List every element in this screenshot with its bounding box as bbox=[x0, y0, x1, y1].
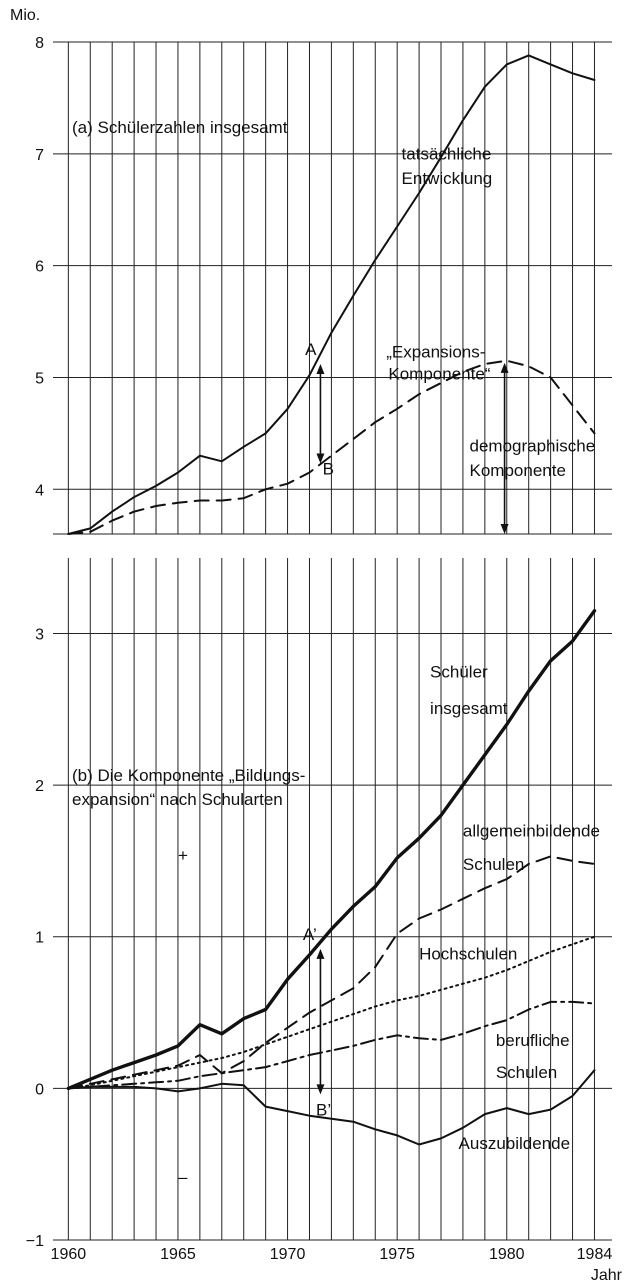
series-line-a-1 bbox=[67, 359, 596, 535]
x-tick-label: 1960 bbox=[51, 1246, 87, 1263]
annotation: demographische bbox=[470, 436, 596, 455]
series-line-b-1 bbox=[67, 855, 596, 1090]
annotation: A’ bbox=[303, 925, 317, 944]
panel-title: (a) Schülerzahlen insgesamt bbox=[72, 118, 288, 137]
panel-title: (b) Die Komponente „Bildungs- bbox=[72, 766, 305, 785]
arrow-demographic-head-down bbox=[500, 524, 509, 534]
arrow-demographic-head-up bbox=[500, 362, 509, 373]
annotation: B bbox=[323, 460, 334, 479]
annotation: allgemeinbildende bbox=[463, 822, 600, 841]
arrows bbox=[316, 362, 509, 1095]
grid bbox=[53, 41, 612, 1241]
series-line-b-0 bbox=[66, 609, 597, 1091]
annotation: Schulen bbox=[463, 855, 524, 874]
unit-label-top: Mio. bbox=[10, 7, 40, 24]
y-tick-label: 2 bbox=[35, 778, 44, 795]
annotation: + bbox=[178, 846, 188, 865]
series-line-a-0 bbox=[67, 54, 596, 535]
series-lines bbox=[66, 54, 597, 1146]
y-tick-label: 3 bbox=[35, 626, 44, 643]
y-tick-label: 7 bbox=[35, 147, 44, 164]
y-tick-label: 5 bbox=[35, 370, 44, 387]
y-tick-label: 1 bbox=[35, 930, 44, 947]
annotation: – bbox=[178, 1167, 188, 1186]
x-tick-label: 1975 bbox=[379, 1246, 415, 1263]
unit-label-bottom: Jahr bbox=[591, 1267, 623, 1284]
annotation: Schüler bbox=[430, 662, 488, 681]
annotation: insgesamt bbox=[430, 699, 508, 718]
annotation: berufliche bbox=[496, 1031, 570, 1050]
arrow-expansion-b-head-up bbox=[316, 948, 325, 959]
x-tick-label: 1984 bbox=[577, 1246, 613, 1263]
y-tick-label: 6 bbox=[35, 259, 44, 276]
labels: 4 5 6 7 8 (a) Schülerzahlen insgesamt tatsächl… bbox=[10, 7, 623, 1284]
annotation: B’ bbox=[316, 1101, 331, 1120]
y-tick-label: −1 bbox=[26, 1233, 44, 1250]
annotation: Komponente“ bbox=[388, 365, 490, 384]
arrow-expansion-head-down bbox=[316, 453, 325, 464]
series-line-b-3 bbox=[67, 1000, 596, 1090]
annotation: Komponente bbox=[470, 461, 566, 480]
arrow-expansion-head-up bbox=[316, 364, 325, 375]
y-tick-label: 0 bbox=[35, 1081, 44, 1098]
x-tick-label: 1980 bbox=[489, 1246, 525, 1263]
x-tick-label: 1970 bbox=[270, 1246, 306, 1263]
x-tick-label: 1965 bbox=[160, 1246, 196, 1263]
annotation: Entwicklung bbox=[402, 169, 493, 188]
panel-title-line2: expansion“ nach Schularten bbox=[72, 790, 283, 809]
series-line-b-4 bbox=[67, 1069, 596, 1146]
annotation: Auszubildende bbox=[459, 1134, 571, 1153]
annotation: A bbox=[305, 340, 317, 359]
annotation: Schulen bbox=[496, 1063, 557, 1082]
annotation: Hochschulen bbox=[419, 944, 517, 963]
annotation: tatsächliche bbox=[402, 144, 492, 163]
arrow-expansion-b-head-down bbox=[316, 1084, 325, 1095]
y-tick-label: 4 bbox=[35, 482, 44, 499]
y-tick-label: 8 bbox=[35, 35, 44, 52]
annotation: „Expansions- bbox=[386, 342, 485, 361]
series-line-b-2 bbox=[67, 935, 596, 1090]
